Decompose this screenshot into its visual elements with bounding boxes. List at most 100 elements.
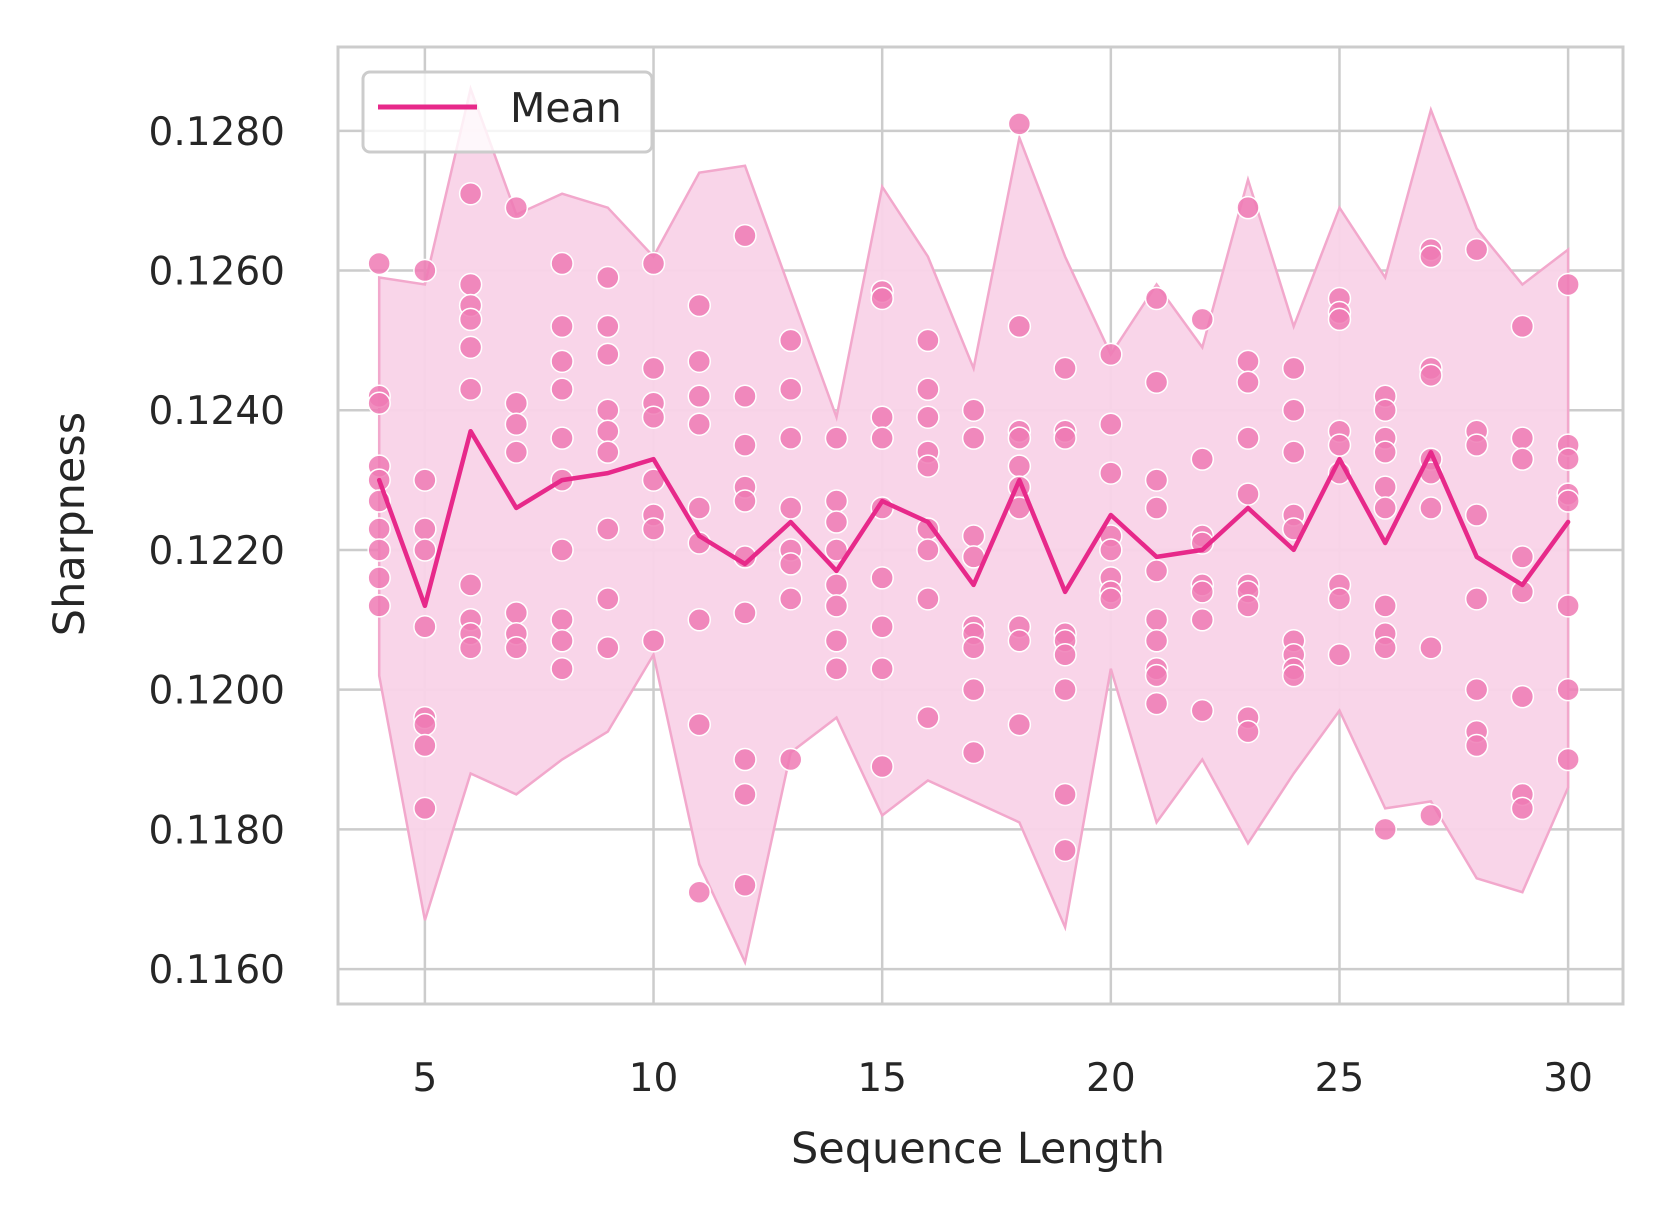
data-point bbox=[778, 377, 803, 402]
data-point bbox=[550, 377, 574, 402]
data-point bbox=[1190, 531, 1215, 555]
data-point bbox=[458, 272, 483, 297]
legend-box bbox=[361, 70, 654, 154]
data-point bbox=[778, 328, 803, 353]
data-point bbox=[641, 405, 666, 429]
data-point bbox=[1510, 314, 1535, 339]
data-point bbox=[824, 489, 849, 513]
y-tick-label: 0.1160 bbox=[149, 948, 285, 993]
data-point bbox=[870, 426, 894, 450]
data-point bbox=[1464, 503, 1489, 527]
data-point bbox=[367, 538, 391, 562]
data-point bbox=[824, 656, 849, 681]
data-point bbox=[1419, 244, 1443, 269]
data-point bbox=[1236, 349, 1260, 374]
data-point bbox=[413, 615, 437, 639]
data-point bbox=[1510, 684, 1535, 709]
data-point bbox=[458, 335, 483, 360]
data-point bbox=[870, 615, 894, 639]
data-point bbox=[1373, 496, 1397, 520]
data-point bbox=[596, 342, 620, 367]
data-point bbox=[687, 384, 712, 409]
data-point bbox=[1007, 712, 1032, 737]
data-point bbox=[687, 293, 712, 318]
data-point bbox=[596, 517, 620, 541]
data-point bbox=[916, 405, 940, 429]
data-point bbox=[367, 251, 391, 276]
data-point bbox=[870, 566, 894, 590]
data-point bbox=[870, 656, 894, 681]
data-point bbox=[413, 796, 437, 821]
data-point bbox=[1236, 719, 1260, 744]
y-tick-label: 0.1180 bbox=[149, 808, 285, 853]
data-point bbox=[1099, 587, 1123, 611]
data-point bbox=[1510, 545, 1535, 569]
data-point bbox=[1281, 356, 1306, 381]
data-point bbox=[870, 286, 894, 311]
data-point bbox=[778, 552, 803, 576]
data-point bbox=[1007, 426, 1032, 450]
data-point bbox=[413, 538, 437, 562]
data-point bbox=[1236, 426, 1260, 450]
data-point bbox=[961, 740, 986, 765]
data-point bbox=[1236, 195, 1260, 220]
data-point bbox=[1464, 677, 1489, 702]
data-point bbox=[1327, 587, 1352, 611]
data-point bbox=[1556, 677, 1580, 702]
data-point bbox=[916, 377, 940, 402]
data-point bbox=[504, 391, 529, 416]
data-point bbox=[1373, 475, 1397, 499]
legend: Mean bbox=[361, 70, 654, 154]
data-point bbox=[550, 314, 574, 339]
data-point bbox=[824, 538, 849, 562]
data-point bbox=[733, 782, 757, 807]
data-point bbox=[1053, 426, 1077, 450]
data-point bbox=[1190, 580, 1215, 604]
data-point bbox=[916, 454, 940, 478]
data-point bbox=[596, 587, 620, 611]
data-point bbox=[367, 566, 391, 590]
data-point bbox=[733, 384, 757, 409]
data-point bbox=[596, 398, 620, 422]
data-point bbox=[458, 307, 483, 332]
data-point bbox=[1007, 112, 1032, 136]
data-point bbox=[1099, 538, 1123, 562]
data-point bbox=[1007, 314, 1032, 339]
data-point bbox=[733, 873, 757, 897]
y-axis-label: Sharpness bbox=[45, 412, 95, 636]
data-point bbox=[504, 412, 529, 436]
data-point bbox=[1190, 307, 1215, 332]
data-point bbox=[550, 349, 574, 374]
data-point bbox=[504, 440, 529, 464]
data-point bbox=[1190, 447, 1215, 471]
data-point bbox=[1053, 677, 1077, 702]
x-tick-label: 5 bbox=[412, 1056, 437, 1101]
data-point bbox=[1373, 817, 1397, 842]
x-axis-label: Sequence Length bbox=[791, 1124, 1165, 1174]
data-point bbox=[1281, 440, 1306, 464]
data-point bbox=[1144, 468, 1169, 492]
data-point bbox=[733, 489, 757, 513]
data-point bbox=[961, 426, 986, 450]
data-point bbox=[1144, 496, 1169, 520]
data-point bbox=[367, 517, 391, 541]
data-point bbox=[1556, 747, 1580, 772]
data-point bbox=[916, 538, 940, 562]
data-point bbox=[458, 635, 483, 660]
data-point bbox=[1144, 608, 1169, 632]
data-point bbox=[413, 258, 437, 283]
data-point bbox=[641, 251, 666, 276]
data-point bbox=[687, 412, 712, 436]
data-point bbox=[733, 223, 757, 248]
data-point bbox=[596, 419, 620, 443]
data-point bbox=[687, 349, 712, 374]
data-points bbox=[367, 112, 1580, 904]
data-point bbox=[870, 754, 894, 779]
data-point bbox=[824, 629, 849, 653]
data-point bbox=[1373, 594, 1397, 618]
x-tick-labels: 5 10 15 20 25 30 bbox=[412, 1056, 1592, 1101]
data-point bbox=[1144, 559, 1169, 583]
data-point bbox=[1053, 838, 1077, 863]
data-point bbox=[1510, 796, 1535, 821]
